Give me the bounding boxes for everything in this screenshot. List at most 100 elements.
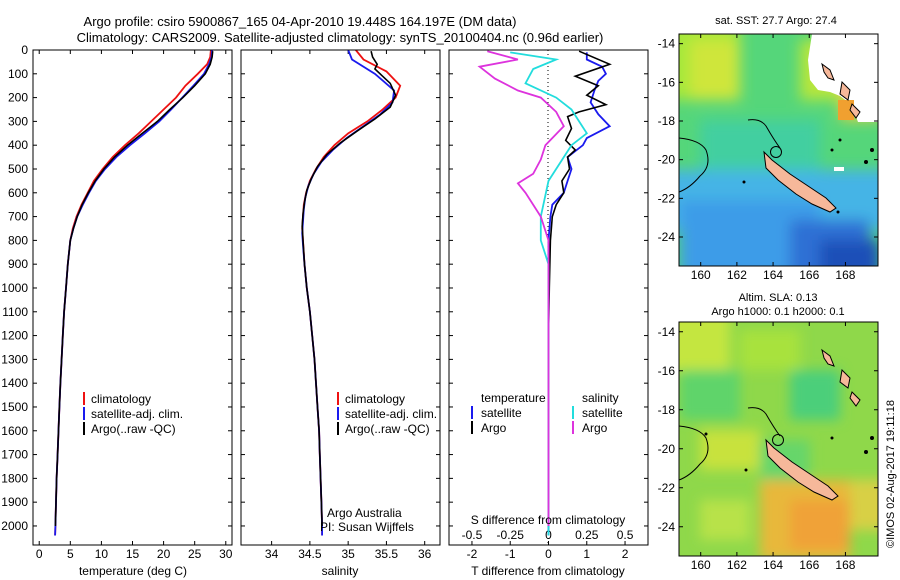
new-caledonia-island [763, 150, 837, 213]
lat-tick-label: -16 [658, 364, 676, 378]
temperature-xlabel: temperature (deg C) [79, 564, 187, 578]
s-tick-label: 0.5 [617, 528, 634, 542]
depth-tick-label: 1400 [1, 376, 28, 390]
lat-tick-label: -22 [658, 191, 676, 205]
legend-argo-label: Argo(..raw -QC) [91, 422, 176, 436]
x-tick-label: 34.5 [298, 547, 322, 561]
x-tick-label: 34 [265, 547, 279, 561]
small-island-dot [742, 180, 746, 184]
lon-tick-label: 168 [835, 268, 855, 282]
salinity-axis-ticks: 34 34.5 35 35.5 36 [241, 49, 440, 561]
sst-map-frame [678, 33, 879, 267]
lon-tick-label: 166 [799, 268, 819, 282]
legend-temp-argo-label: Argo [481, 421, 507, 435]
small-island-dot [838, 138, 842, 142]
reef-contour-north [747, 119, 781, 149]
vanuatu-island-mid [839, 80, 851, 101]
depth-tick-label: 1100 [2, 305, 28, 319]
small-island-dot [864, 160, 868, 164]
vanuatu-island-north [821, 348, 835, 367]
difference-xlabel: T difference from climatology [471, 564, 625, 578]
small-island-dot [864, 450, 868, 454]
x-tick-label: 15 [126, 547, 140, 561]
depth-tick-label: 600 [8, 186, 28, 200]
depth-tick-label: 800 [8, 233, 28, 247]
difference-xlabel-top: S difference from climatology [471, 513, 626, 527]
x-tick-label: 2 [622, 547, 629, 561]
sla-coastlines [679, 348, 874, 501]
series-line-climatology [54, 50, 212, 536]
difference-plot-frame [448, 49, 649, 546]
lat-tick-label: -20 [658, 442, 676, 456]
small-island-dot [830, 148, 834, 152]
lat-tick-label: -14 [658, 37, 676, 51]
legend-satellite-label: satellite-adj. clim. [345, 407, 437, 421]
x-tick-label: 35.5 [375, 547, 399, 561]
x-tick-label: 0 [36, 547, 43, 561]
depth-tick-label: 400 [8, 138, 28, 152]
small-island-dot [744, 468, 748, 472]
figure-title-line1: Argo profile: csiro 5900867_165 04-Apr-2… [84, 14, 517, 29]
legend-temperature-title: temperature [481, 391, 546, 405]
legend-climatology-label: climatology [345, 392, 405, 406]
x-tick-label: 0 [545, 547, 552, 561]
depth-tick-label: 1300 [1, 352, 28, 366]
legend-satellite-label: satellite-adj. clim. [91, 407, 183, 421]
figure-title-line2: Climatology: CARS2009. Satellite-adjuste… [77, 30, 604, 45]
small-island-dot [870, 436, 874, 440]
sla-map-title-line2: Argo h1000: 0.1 h2000: 0.1 [711, 306, 844, 318]
series-line-salinity-satellite [510, 51, 589, 536]
sla-field [679, 322, 878, 556]
lat-tick-label: -14 [658, 325, 676, 339]
s-tick-label: 0.25 [575, 528, 599, 542]
small-island-dot [704, 432, 708, 436]
series-line-temperature-argo [547, 50, 612, 526]
small-island-dot [830, 436, 834, 440]
difference-lines [477, 50, 612, 536]
vanuatu-island-north [821, 62, 835, 81]
reef-contour-west [679, 425, 709, 481]
depth-tick-label: 1500 [1, 400, 28, 414]
new-caledonia-island [765, 438, 839, 501]
lat-tick-label: -18 [658, 114, 676, 128]
lon-tick-label: 162 [727, 558, 747, 572]
lon-tick-label: 164 [763, 268, 783, 282]
x-tick-label: 10 [95, 547, 109, 561]
legend-argo-label: Argo(..raw -QC) [345, 422, 430, 436]
lon-tick-label: 160 [691, 268, 711, 282]
vanuatu-island-south [849, 103, 861, 119]
lon-tick-label: 162 [727, 268, 747, 282]
lat-tick-label: -22 [658, 481, 676, 495]
sst-map-ticks: 160 162 164 166 168 -14 -16 -18 -20 -22 -24 [658, 34, 878, 282]
imos-credit: ©IMOS 02-Aug-2017 19:11:18 [885, 400, 897, 548]
series-line-temperature-satellite [547, 52, 612, 536]
depth-tick-label: 1700 [1, 448, 28, 462]
legend-sal-satellite-label: satellite [582, 406, 623, 420]
lat-tick-label: -24 [658, 230, 676, 244]
lat-tick-label: -24 [658, 520, 676, 534]
lon-tick-label: 166 [799, 558, 819, 572]
legend-sal-argo-label: Argo [582, 421, 608, 435]
x-tick-label: 25 [188, 547, 202, 561]
difference-legend: temperature satellite Argo salinity sate… [471, 391, 623, 435]
depth-tick-label: 100 [8, 67, 28, 81]
lat-tick-label: -20 [658, 153, 676, 167]
small-island-dot [870, 148, 874, 152]
lat-tick-label: -18 [658, 403, 676, 417]
depth-tick-label: 1900 [1, 495, 28, 509]
salinity-note-pi: PI: Susan Wijffels [320, 520, 414, 534]
sla-map-ticks: 160 162 164 166 168 -14 -16 -18 -20 -22 -24 [658, 322, 878, 572]
series-line-climatology [301, 50, 402, 536]
x-tick-label: 36 [418, 547, 432, 561]
x-tick-label: -2 [467, 547, 478, 561]
temperature-lines [54, 50, 214, 536]
vanuatu-island-mid [839, 368, 851, 389]
depth-tick-label: 0 [21, 43, 28, 57]
argo-float-position-marker [772, 434, 784, 446]
salinity-lines [301, 50, 402, 536]
salinity-panel: 34 34.5 35 35.5 36 salinity climatology sate… [240, 49, 441, 578]
s-tick-label: -0.5 [462, 528, 483, 542]
